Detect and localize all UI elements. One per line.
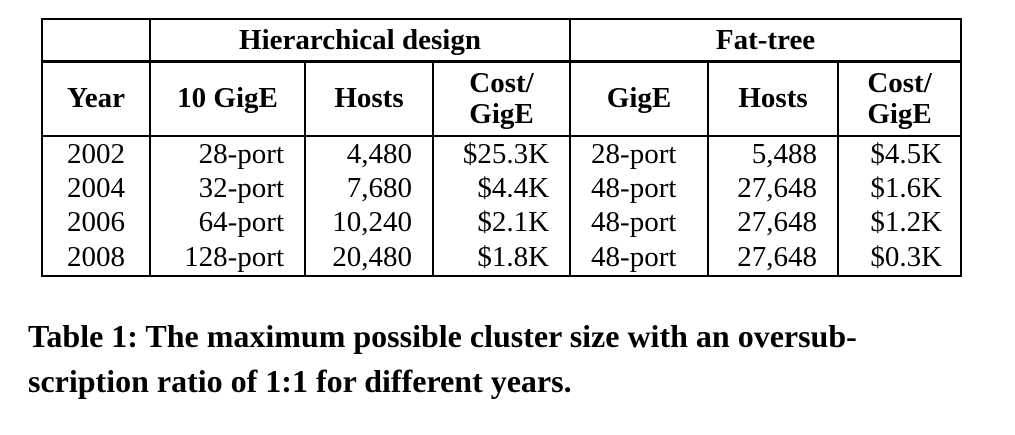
cell-year: 2008 <box>41 239 151 277</box>
col-header-fat-cost-line2: GigE <box>867 98 932 130</box>
cell-fat-hosts: 5,488 <box>707 136 840 171</box>
col-header-fat-cost: Cost/ GigE <box>837 60 963 137</box>
col-header-fat-cost-line1: Cost/ <box>867 66 932 99</box>
cell-fat-switch: 48-port <box>569 171 710 205</box>
group-header-row: Hierarchical design Fat-tree <box>41 18 963 63</box>
col-header-year: Year <box>41 60 151 137</box>
table-row: 2004 32-port 7,680 $4.4K 48-port 27,648 … <box>41 171 963 205</box>
cell-fat-switch: 48-port <box>569 205 710 239</box>
cell-fat-cost: $0.3K <box>837 239 963 277</box>
cell-hier-switch: 32-port <box>149 171 306 205</box>
cell-hier-hosts: 10,240 <box>304 205 434 239</box>
caption-line-1: Table 1: The maximum possible cluster si… <box>28 318 857 354</box>
cell-hier-hosts: 4,480 <box>304 136 434 171</box>
cell-fat-cost: $4.5K <box>837 136 963 171</box>
cell-year: 2006 <box>41 205 151 239</box>
cell-hier-hosts: 7,680 <box>304 171 434 205</box>
cell-year: 2004 <box>41 171 151 205</box>
cell-fat-hosts: 27,648 <box>707 171 840 205</box>
cell-fat-cost: $1.6K <box>837 171 963 205</box>
col-header-hier-hosts: Hosts <box>304 60 434 137</box>
cell-hier-cost: $1.8K <box>431 239 572 277</box>
col-header-hier-cost-line2: GigE <box>469 98 534 130</box>
group-header-hierarchical: Hierarchical design <box>148 18 572 63</box>
cell-fat-switch: 28-port <box>569 136 710 171</box>
cell-hier-hosts: 20,480 <box>304 239 434 277</box>
table-caption: Table 1: The maximum possible cluster si… <box>28 314 988 404</box>
cell-hier-switch: 28-port <box>149 136 306 171</box>
group-header-fat-tree: Fat-tree <box>569 18 963 63</box>
col-header-fat-switch: GigE <box>569 60 710 137</box>
cell-fat-switch: 48-port <box>569 239 710 277</box>
cell-fat-cost: $1.2K <box>837 205 963 239</box>
table-row: 2006 64-port 10,240 $2.1K 48-port 27,648… <box>41 205 963 239</box>
cluster-size-table: Hierarchical design Fat-tree Year 10 Gig… <box>41 18 963 277</box>
col-header-hier-cost: Cost/ GigE <box>431 60 572 137</box>
table-row: 2008 128-port 20,480 $1.8K 48-port 27,64… <box>41 239 963 277</box>
cluster-size-table-container: Hierarchical design Fat-tree Year 10 Gig… <box>41 18 963 277</box>
cell-hier-cost: $2.1K <box>431 205 572 239</box>
col-header-hier-cost-line1: Cost/ <box>469 66 534 99</box>
group-header-blank <box>41 18 151 63</box>
caption-line-2: scription ratio of 1:1 for different yea… <box>28 363 572 399</box>
cell-hier-cost: $4.4K <box>431 171 572 205</box>
col-header-hier-switch: 10 GigE <box>149 60 306 137</box>
cell-fat-hosts: 27,648 <box>707 239 840 277</box>
cell-hier-switch: 64-port <box>149 205 306 239</box>
cell-hier-switch: 128-port <box>149 239 306 277</box>
table-row: 2002 28-port 4,480 $25.3K 28-port 5,488 … <box>41 136 963 171</box>
cell-hier-cost: $25.3K <box>431 136 572 171</box>
cell-fat-hosts: 27,648 <box>707 205 840 239</box>
cell-year: 2002 <box>41 136 151 171</box>
col-header-fat-hosts: Hosts <box>707 60 840 137</box>
column-header-row: Year 10 GigE Hosts Cost/ GigE GigE Hosts… <box>41 60 963 137</box>
